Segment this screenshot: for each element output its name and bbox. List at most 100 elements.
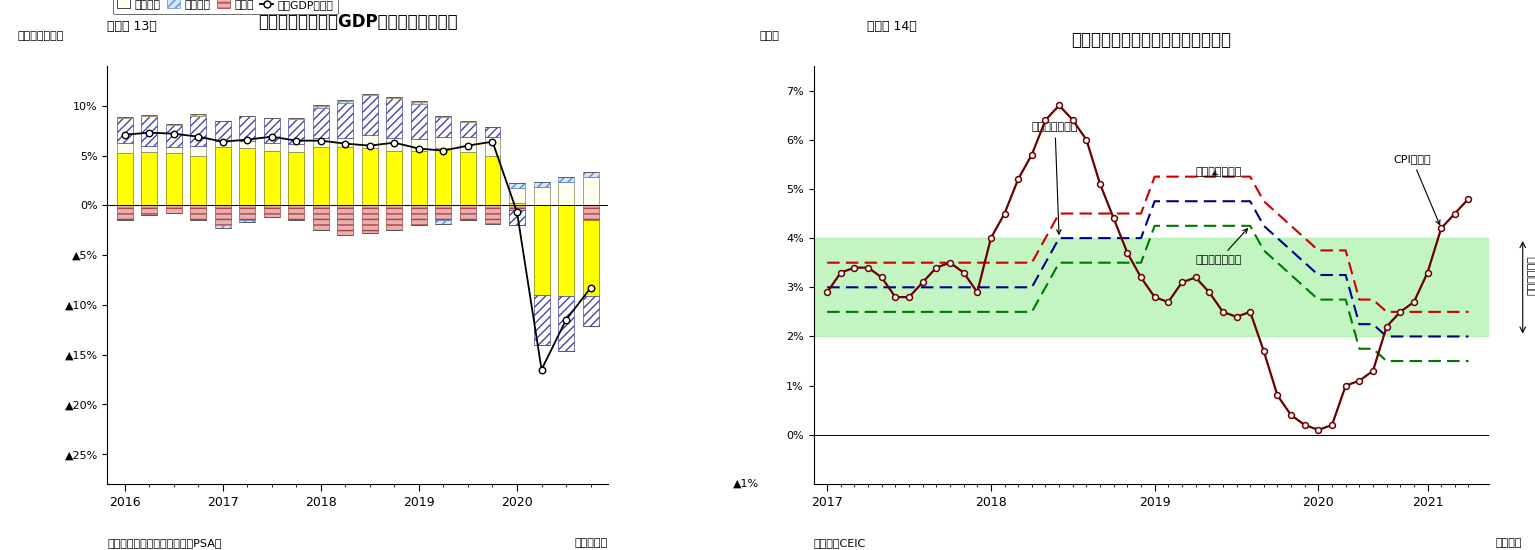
Bar [141, 146, 157, 152]
Point [1306, 426, 1331, 434]
Point [358, 141, 382, 150]
Bar [485, 223, 500, 224]
Bar [239, 220, 255, 222]
Point [1170, 278, 1194, 287]
Bar [239, 141, 255, 147]
Bar [141, 152, 157, 205]
Bar [436, 147, 451, 205]
Bar [436, 116, 451, 117]
Point [1061, 116, 1085, 124]
Point [1114, 249, 1139, 257]
Bar [460, 205, 476, 220]
Bar [190, 146, 206, 156]
Bar [411, 205, 427, 226]
Bar [387, 98, 402, 138]
Point [1334, 381, 1358, 390]
Bar [313, 147, 328, 205]
Bar [559, 205, 574, 296]
Bar [239, 205, 255, 220]
Point [1388, 307, 1412, 316]
Bar [460, 121, 476, 122]
Point [1265, 391, 1289, 400]
Bar [289, 118, 304, 119]
Point [480, 138, 505, 146]
Bar [534, 205, 550, 295]
Bar [436, 205, 451, 220]
Bar [117, 118, 132, 142]
Bar [117, 205, 132, 220]
Bar [166, 152, 181, 205]
Point [1251, 347, 1276, 356]
Bar [215, 147, 230, 205]
Bar [239, 147, 255, 205]
Point [1429, 224, 1454, 233]
Point [1348, 376, 1372, 385]
Bar [264, 142, 279, 151]
Bar [559, 183, 574, 205]
Point [1320, 421, 1345, 430]
Bar [559, 296, 574, 351]
Bar [313, 106, 328, 108]
Point [1211, 307, 1236, 316]
Text: （四半期）: （四半期） [574, 538, 608, 548]
Point [1197, 288, 1222, 296]
Point [1033, 116, 1058, 124]
Bar [190, 205, 206, 220]
Bar [510, 210, 525, 225]
Text: （前年同期比）: （前年同期比） [17, 31, 64, 41]
Text: 翌日物借入金利: 翌日物借入金利 [1032, 123, 1078, 234]
Text: （図表 13）: （図表 13） [107, 20, 157, 33]
Point [1047, 101, 1071, 110]
Bar [141, 116, 157, 146]
Point [1019, 150, 1044, 159]
Point [966, 288, 990, 296]
Point [382, 138, 407, 147]
Bar [534, 295, 550, 345]
Text: （資料）フィリピン統計庁（PSA）: （資料）フィリピン統計庁（PSA） [107, 538, 223, 548]
Point [1128, 273, 1153, 282]
Bar [166, 124, 181, 125]
Bar [117, 142, 132, 152]
Bar [166, 205, 181, 213]
Bar [264, 118, 279, 142]
Point [1457, 194, 1481, 203]
Bar [559, 178, 574, 183]
Bar [190, 116, 206, 146]
Bar [814, 238, 1489, 337]
Bar [387, 151, 402, 205]
Point [829, 268, 853, 277]
Point [284, 136, 309, 145]
Bar [338, 205, 353, 235]
Bar [338, 100, 353, 101]
Bar [387, 205, 402, 230]
Bar [485, 205, 500, 223]
Point [869, 273, 893, 282]
Bar [215, 205, 230, 226]
Bar [460, 136, 476, 152]
Point [1088, 180, 1113, 189]
Point [161, 129, 186, 138]
Point [1005, 175, 1030, 184]
Bar [411, 104, 427, 139]
Text: CPI上昇率: CPI上昇率 [1394, 155, 1440, 224]
Bar [313, 205, 328, 230]
Point [259, 132, 284, 141]
Point [1156, 298, 1180, 306]
Bar [411, 139, 427, 151]
Bar [583, 205, 599, 220]
Bar [289, 205, 304, 220]
Point [1374, 322, 1398, 331]
Point [952, 268, 976, 277]
Bar [411, 151, 427, 205]
Bar [289, 144, 304, 152]
Bar [338, 101, 353, 103]
Bar [411, 101, 427, 102]
Bar [387, 97, 402, 98]
Point [979, 234, 1004, 243]
Point [1360, 366, 1385, 375]
Bar [166, 125, 181, 147]
Text: （％）: （％） [760, 31, 780, 41]
Point [910, 278, 935, 287]
Point [1074, 135, 1099, 144]
Text: ▲1%: ▲1% [734, 479, 760, 489]
